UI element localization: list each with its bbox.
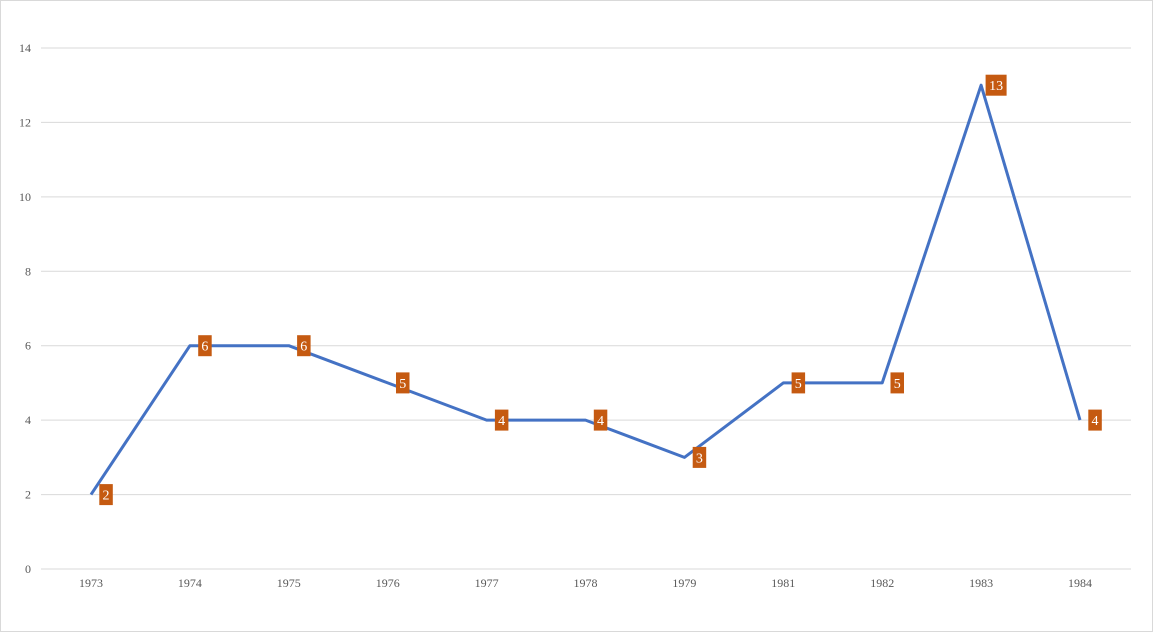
data-label: 6 <box>198 335 212 357</box>
data-label-box <box>1088 409 1102 431</box>
data-label-value: 13 <box>989 79 1003 94</box>
data-label: 5 <box>396 372 410 394</box>
x-tick-label: 1984 <box>1068 576 1092 590</box>
data-label: 13 <box>985 74 1007 96</box>
data-label: 2 <box>99 484 113 506</box>
x-tick-label: 1982 <box>870 576 894 590</box>
y-tick-label: 10 <box>19 190 31 204</box>
x-tick-label: 1977 <box>475 576 499 590</box>
data-label-box <box>396 372 410 394</box>
x-tick-label: 1975 <box>277 576 301 590</box>
data-label-value: 4 <box>1092 414 1099 429</box>
x-tick-label: 1973 <box>79 576 103 590</box>
x-tick-label: 1979 <box>672 576 696 590</box>
x-axis-ticks: 1973 1974 1975 1976 1977 1978 1979 1981 1982 1983… <box>79 576 1092 590</box>
data-label-value: 4 <box>597 414 604 429</box>
data-label-box <box>985 74 1007 96</box>
x-tick-label: 1978 <box>574 576 598 590</box>
y-tick-label: 0 <box>25 562 31 576</box>
y-tick-label: 4 <box>25 413 31 427</box>
data-label-value: 4 <box>498 414 505 429</box>
data-label-value: 5 <box>795 377 802 392</box>
data-label-box <box>99 484 113 506</box>
data-label-value: 6 <box>201 340 208 355</box>
data-label-box <box>593 409 608 431</box>
y-tick-label: 2 <box>25 488 31 502</box>
y-axis-ticks: 0 2 4 6 8 10 12 14 <box>19 41 31 576</box>
data-label: 5 <box>791 372 806 394</box>
data-label-value: 2 <box>103 489 110 504</box>
data-label-box <box>890 372 904 394</box>
data-label-value: 3 <box>696 451 703 466</box>
series-line-group <box>89 83 1082 496</box>
data-label: 6 <box>297 335 311 357</box>
data-label-box <box>198 335 212 357</box>
data-label: 4 <box>593 409 608 431</box>
x-tick-label: 1976 <box>376 576 400 590</box>
x-tick-label: 1981 <box>771 576 795 590</box>
data-label: 4 <box>494 409 509 431</box>
data-label-box <box>494 409 509 431</box>
x-tick-label: 1983 <box>969 576 993 590</box>
data-labels: 2 6 6 5 4 4 3 5 5 13 4 <box>99 74 1102 506</box>
y-tick-label: 12 <box>19 115 31 129</box>
y-tick-label: 6 <box>25 339 31 353</box>
data-label: 3 <box>692 446 707 468</box>
data-label-value: 6 <box>300 340 307 355</box>
y-tick-label: 8 <box>25 264 31 278</box>
x-tick-label: 1974 <box>178 576 202 590</box>
data-label-box <box>791 372 806 394</box>
data-label: 5 <box>890 372 904 394</box>
data-label-box <box>297 335 311 357</box>
data-label-value: 5 <box>894 377 901 392</box>
data-label: 4 <box>1088 409 1102 431</box>
y-tick-label: 14 <box>19 41 31 55</box>
data-label-box <box>692 446 707 468</box>
series-line <box>89 83 1082 496</box>
data-label-value: 5 <box>399 377 406 392</box>
